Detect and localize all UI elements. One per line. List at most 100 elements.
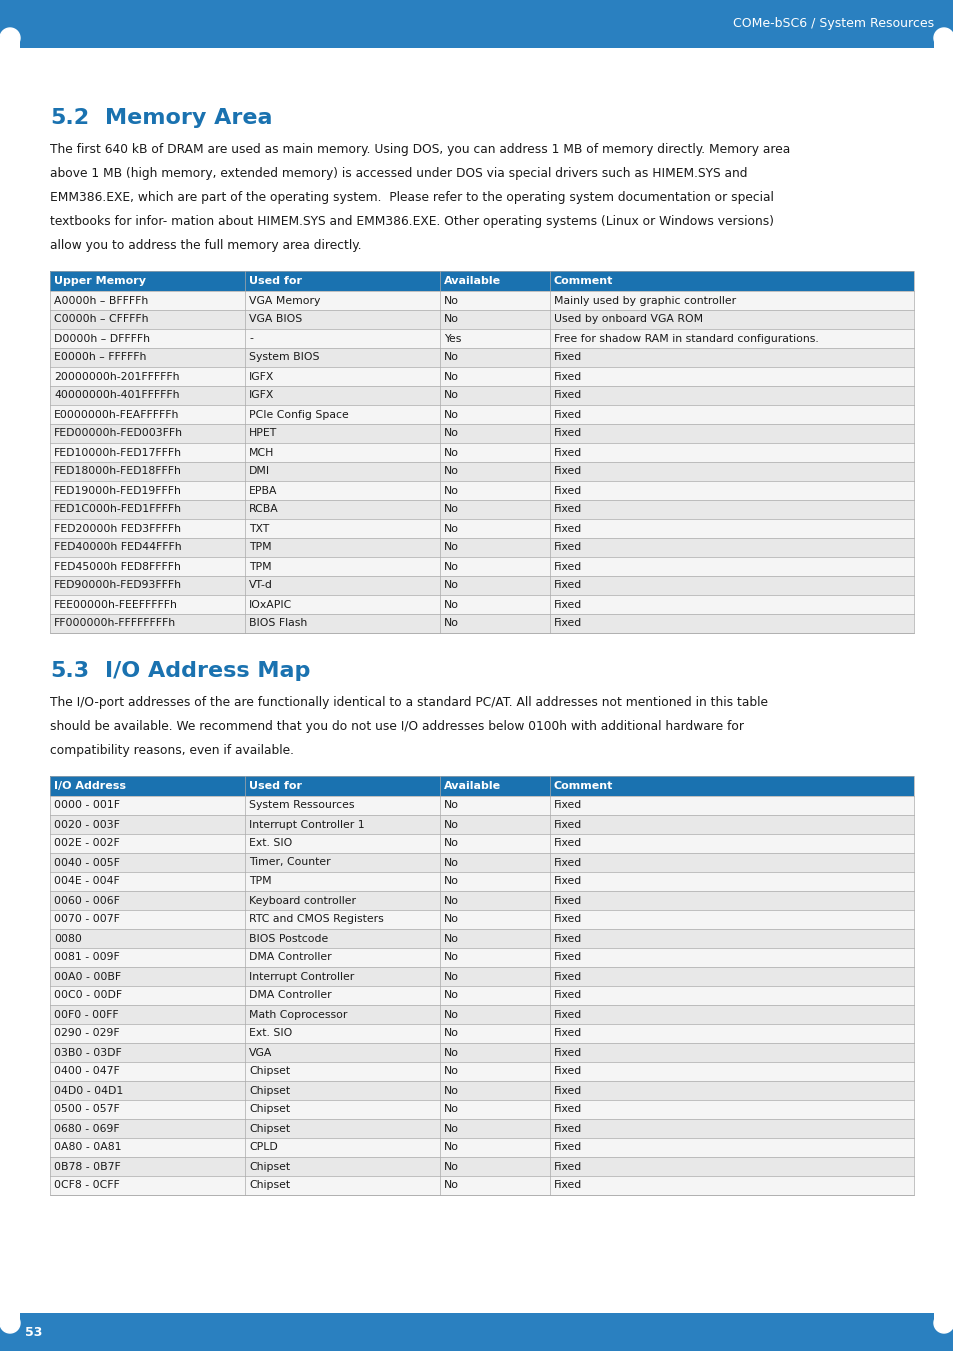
Text: 20000000h-201FFFFFh: 20000000h-201FFFFFh bbox=[54, 372, 179, 381]
Text: VT-d: VT-d bbox=[249, 581, 273, 590]
Text: Fixed: Fixed bbox=[554, 915, 581, 924]
Text: Fixed: Fixed bbox=[554, 485, 581, 496]
Text: No: No bbox=[443, 896, 458, 905]
Text: HPET: HPET bbox=[249, 428, 277, 439]
Text: FED90000h-FED93FFFh: FED90000h-FED93FFFh bbox=[54, 581, 182, 590]
Bar bbox=[50, 911, 913, 929]
Text: Ext. SIO: Ext. SIO bbox=[249, 1028, 292, 1039]
Text: 002E - 002F: 002E - 002F bbox=[54, 839, 120, 848]
Text: Fixed: Fixed bbox=[554, 934, 581, 943]
Bar bbox=[50, 892, 913, 911]
Text: Timer, Counter: Timer, Counter bbox=[249, 858, 331, 867]
Text: FED40000h FED44FFFh: FED40000h FED44FFFh bbox=[54, 543, 181, 553]
Text: Fixed: Fixed bbox=[554, 896, 581, 905]
Bar bbox=[50, 948, 913, 967]
Bar bbox=[50, 481, 913, 500]
Text: No: No bbox=[443, 523, 458, 534]
Text: Fixed: Fixed bbox=[554, 523, 581, 534]
Bar bbox=[0, 1313, 20, 1323]
Text: Comment: Comment bbox=[554, 276, 613, 286]
Text: TPM: TPM bbox=[249, 543, 272, 553]
Text: 53: 53 bbox=[25, 1325, 42, 1339]
Text: No: No bbox=[443, 801, 458, 811]
Text: Fixed: Fixed bbox=[554, 1009, 581, 1020]
Bar bbox=[50, 272, 913, 634]
Text: Fixed: Fixed bbox=[554, 390, 581, 400]
Text: Upper Memory: Upper Memory bbox=[54, 276, 146, 286]
Bar bbox=[50, 500, 913, 519]
Text: Fixed: Fixed bbox=[554, 1124, 581, 1133]
Text: TXT: TXT bbox=[249, 523, 269, 534]
Text: 004E - 004F: 004E - 004F bbox=[54, 877, 120, 886]
Text: IOxAPIC: IOxAPIC bbox=[249, 600, 292, 609]
Text: Yes: Yes bbox=[443, 334, 461, 343]
Text: No: No bbox=[443, 353, 458, 362]
Text: FEE00000h-FEEFFFFFh: FEE00000h-FEEFFFFFh bbox=[54, 600, 177, 609]
Text: No: No bbox=[443, 1162, 458, 1171]
Bar bbox=[50, 330, 913, 349]
Text: Keyboard controller: Keyboard controller bbox=[249, 896, 355, 905]
Bar bbox=[50, 576, 913, 594]
Circle shape bbox=[933, 28, 953, 49]
Text: Chipset: Chipset bbox=[249, 1181, 290, 1190]
Text: 0000 - 001F: 0000 - 001F bbox=[54, 801, 120, 811]
Text: Fixed: Fixed bbox=[554, 428, 581, 439]
Bar bbox=[50, 1138, 913, 1156]
Text: Interrupt Controller 1: Interrupt Controller 1 bbox=[249, 820, 364, 830]
Text: No: No bbox=[443, 296, 458, 305]
Bar bbox=[50, 929, 913, 948]
Text: BIOS Postcode: BIOS Postcode bbox=[249, 934, 328, 943]
Bar bbox=[50, 1119, 913, 1138]
Text: 00F0 - 00FF: 00F0 - 00FF bbox=[54, 1009, 118, 1020]
Text: Used for: Used for bbox=[249, 781, 302, 790]
Text: D0000h – DFFFFh: D0000h – DFFFFh bbox=[54, 334, 150, 343]
Text: FED19000h-FED19FFFh: FED19000h-FED19FFFh bbox=[54, 485, 182, 496]
Text: 0500 - 057F: 0500 - 057F bbox=[54, 1105, 120, 1115]
Text: VGA: VGA bbox=[249, 1047, 273, 1058]
Text: No: No bbox=[443, 428, 458, 439]
Bar bbox=[50, 272, 913, 290]
Text: Fixed: Fixed bbox=[554, 409, 581, 420]
Text: C0000h – CFFFFh: C0000h – CFFFFh bbox=[54, 315, 149, 324]
Text: 0680 - 069F: 0680 - 069F bbox=[54, 1124, 119, 1133]
Text: FED10000h-FED17FFFh: FED10000h-FED17FFFh bbox=[54, 447, 182, 458]
Bar bbox=[50, 871, 913, 892]
Text: VGA Memory: VGA Memory bbox=[249, 296, 320, 305]
Text: PCIe Config Space: PCIe Config Space bbox=[249, 409, 349, 420]
Text: No: No bbox=[443, 447, 458, 458]
Bar bbox=[50, 367, 913, 386]
Text: 0081 - 009F: 0081 - 009F bbox=[54, 952, 120, 962]
Text: No: No bbox=[443, 562, 458, 571]
Text: allow you to address the full memory area directly.: allow you to address the full memory are… bbox=[50, 239, 361, 253]
Text: 5.2: 5.2 bbox=[50, 108, 89, 128]
Text: DMA Controller: DMA Controller bbox=[249, 952, 332, 962]
Text: No: No bbox=[443, 1047, 458, 1058]
Text: 0CF8 - 0CFF: 0CF8 - 0CFF bbox=[54, 1181, 120, 1190]
Text: No: No bbox=[443, 1066, 458, 1077]
Text: Fixed: Fixed bbox=[554, 353, 581, 362]
Text: 0A80 - 0A81: 0A80 - 0A81 bbox=[54, 1143, 121, 1152]
Bar bbox=[50, 309, 913, 330]
Text: 0070 - 007F: 0070 - 007F bbox=[54, 915, 120, 924]
Text: 5.3: 5.3 bbox=[50, 661, 89, 681]
Bar bbox=[50, 613, 913, 634]
Text: No: No bbox=[443, 543, 458, 553]
Text: No: No bbox=[443, 1009, 458, 1020]
Text: Fixed: Fixed bbox=[554, 1143, 581, 1152]
Text: Memory Area: Memory Area bbox=[105, 108, 273, 128]
Bar bbox=[50, 462, 913, 481]
Text: No: No bbox=[443, 934, 458, 943]
Text: IGFX: IGFX bbox=[249, 372, 274, 381]
Text: No: No bbox=[443, 1181, 458, 1190]
Text: BIOS Flash: BIOS Flash bbox=[249, 619, 307, 628]
Text: TPM: TPM bbox=[249, 877, 272, 886]
Text: No: No bbox=[443, 839, 458, 848]
Text: EMM386.EXE, which are part of the operating system.  Please refer to the operati: EMM386.EXE, which are part of the operat… bbox=[50, 190, 773, 204]
Circle shape bbox=[933, 1313, 953, 1333]
Text: VGA BIOS: VGA BIOS bbox=[249, 315, 302, 324]
Text: E0000000h-FEAFFFFFh: E0000000h-FEAFFFFFh bbox=[54, 409, 179, 420]
Text: Fixed: Fixed bbox=[554, 504, 581, 515]
Bar bbox=[50, 852, 913, 871]
Text: Chipset: Chipset bbox=[249, 1105, 290, 1115]
Text: No: No bbox=[443, 390, 458, 400]
